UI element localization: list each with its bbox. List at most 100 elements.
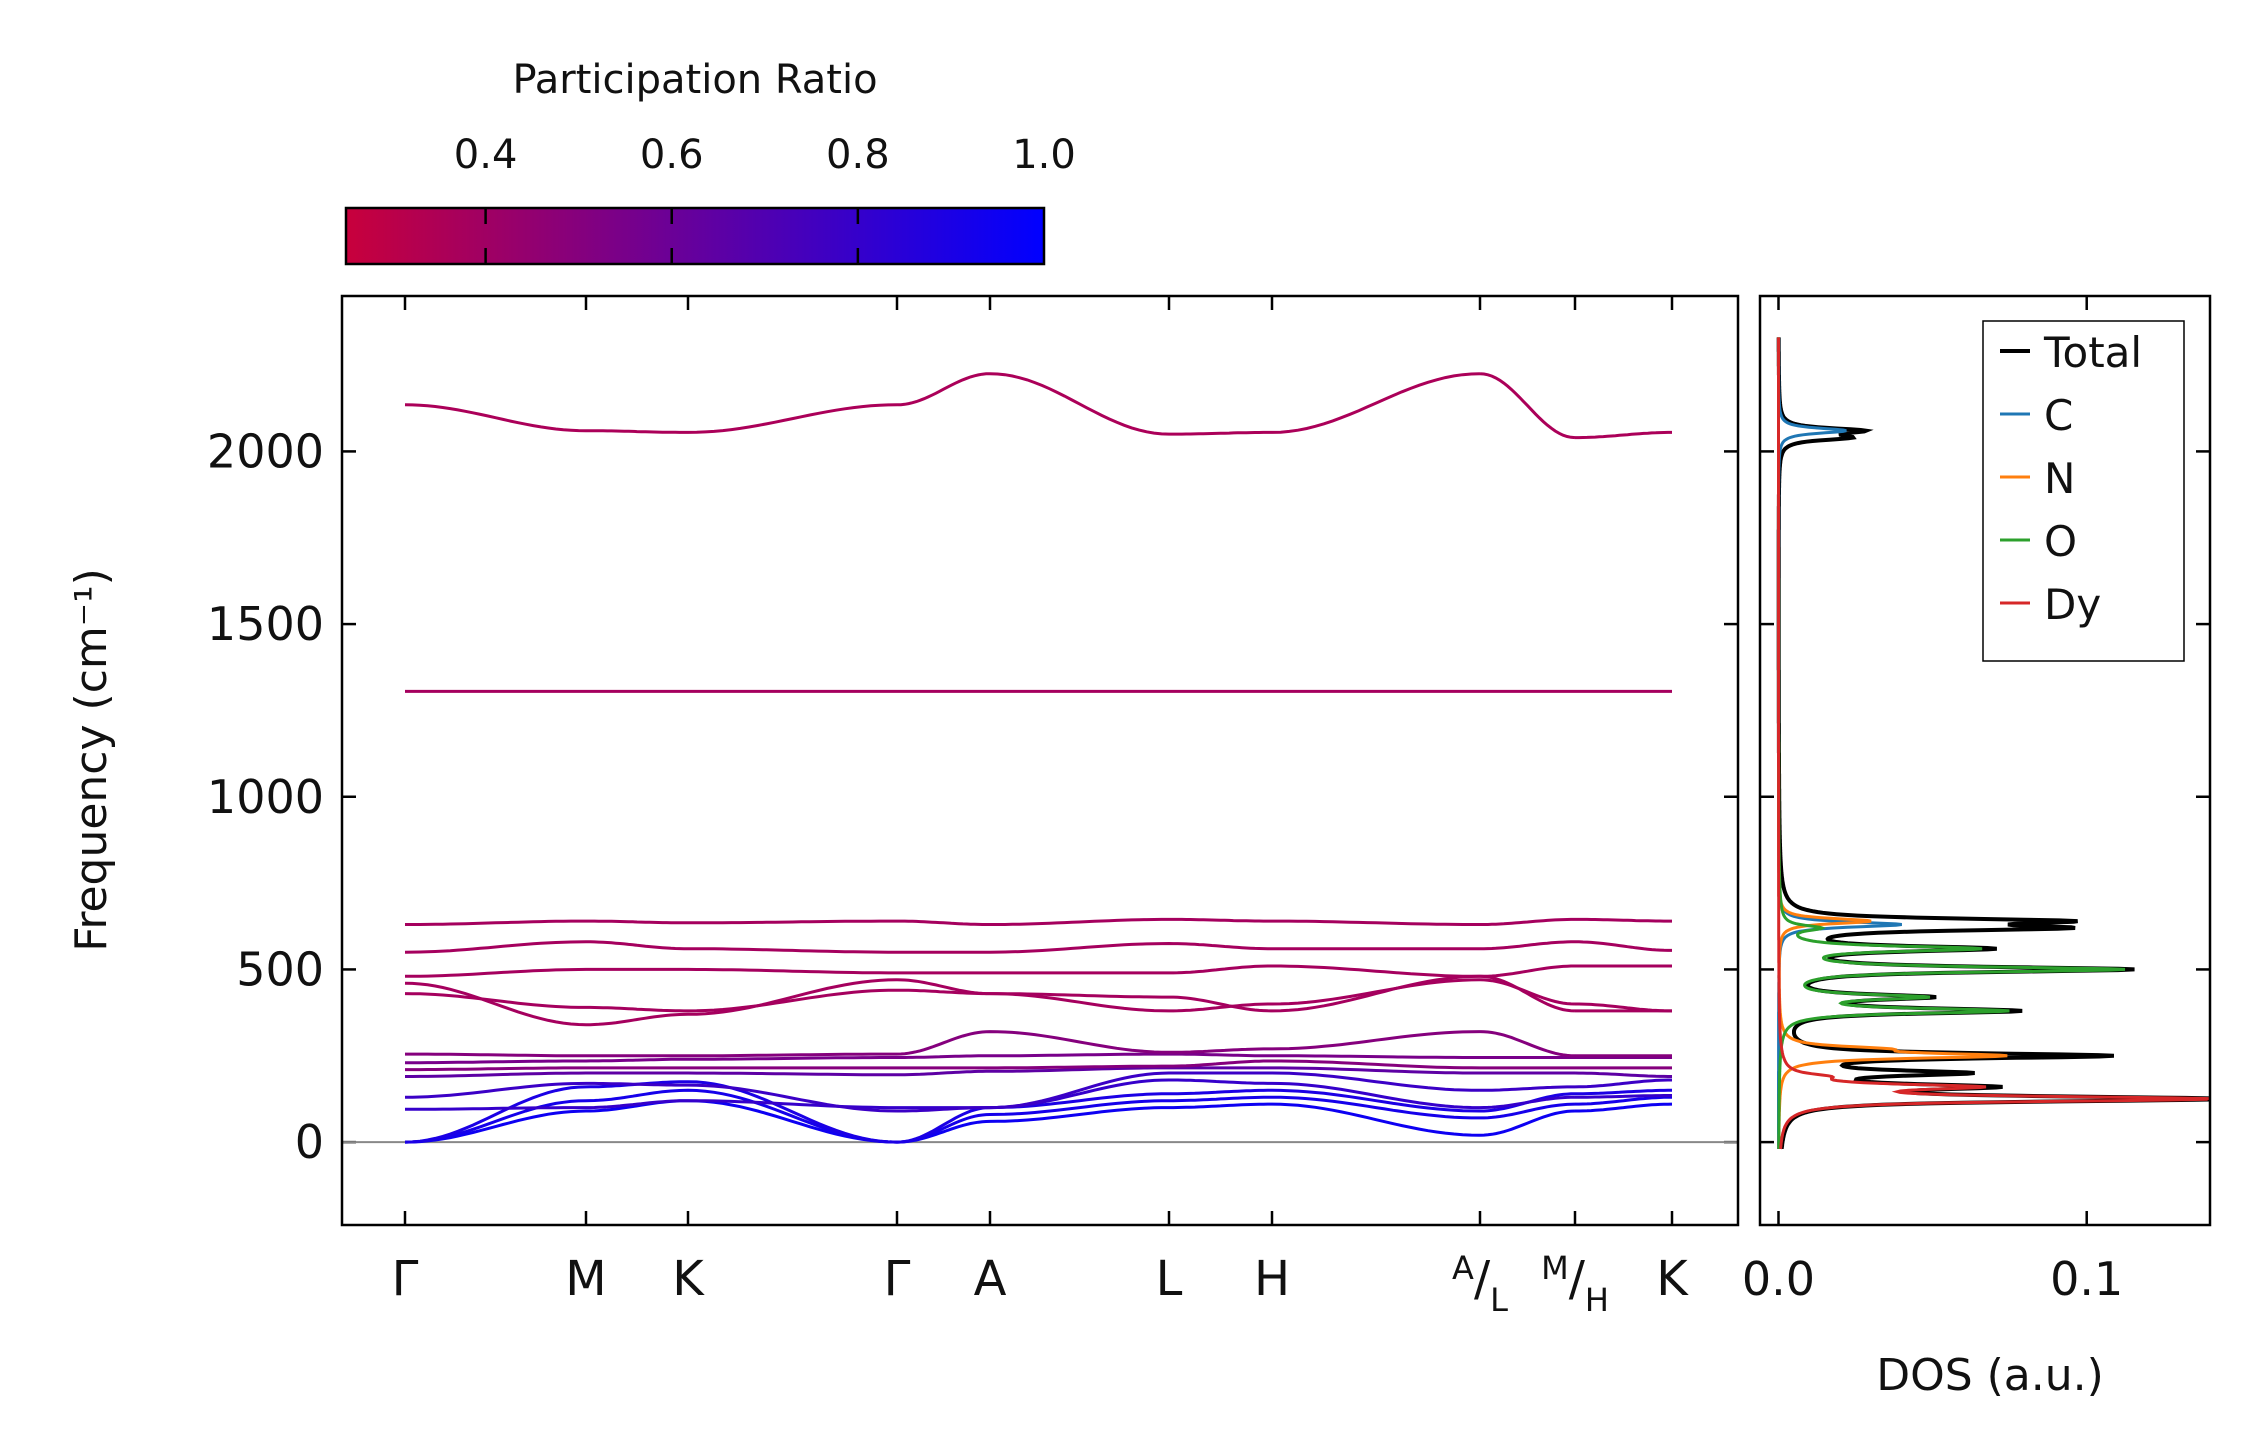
band-line-acoustic-3 <box>896 1088 1481 1144</box>
band-line-optic-8 <box>1575 1002 1672 1013</box>
band-line-optic-13 <box>896 372 1481 436</box>
band-line-optic-7 <box>404 988 897 1013</box>
band-line-optic-10 <box>1480 940 1575 951</box>
k-point-slash: / <box>1474 1251 1491 1307</box>
band-line-optic-5 <box>897 1052 1480 1059</box>
band-y-tick-label: 1000 <box>207 770 324 824</box>
legend-label-total: Total <box>2043 328 2142 377</box>
band-line-optic-7 <box>1479 974 1576 1013</box>
band-line-acoustic-1 <box>1479 1109 1576 1137</box>
k-point-label: A <box>974 1251 1007 1307</box>
colorbar-ticks: 0.4 0.6 0.8 1.0 <box>454 132 1076 264</box>
band-line-acoustic-1 <box>1575 1102 1673 1113</box>
band-line-optic-10 <box>897 941 1480 954</box>
band-line-optic-10 <box>404 940 897 954</box>
band-line-optic-1 <box>1575 1094 1672 1099</box>
legend-label-n: N <box>2044 454 2075 503</box>
dos-x-ticks: 0.0 0.1 <box>1742 296 2123 1306</box>
dos-x-axis-label: DOS (a.u.) <box>1876 1350 2104 1401</box>
band-line-optic-7 <box>897 974 1481 1013</box>
dos-panel: 0.0 0.1 DOS (a.u.) Total CNO Dy <box>1742 294 2212 1401</box>
band-line-optic-4 <box>405 1066 897 1072</box>
band-line-optic-13 <box>404 403 898 434</box>
legend-label-o: O <box>2044 517 2077 566</box>
band-line-optic-6 <box>405 1052 897 1058</box>
colorbar-tick-label: 0.6 <box>640 132 704 178</box>
k-point-label: M <box>565 1251 606 1307</box>
dos-plot-frame <box>1758 294 2212 1227</box>
band-line-optic-2 <box>1574 1078 1672 1089</box>
band-y-tick-label: 500 <box>236 942 324 996</box>
band-line-optic-6 <box>896 1030 1481 1056</box>
colorbar-tick-label: 0.8 <box>826 132 890 178</box>
band-y-ticks: 0 500 1000 1500 2000 <box>207 424 1738 1169</box>
band-line-acoustic-1 <box>896 1102 1481 1144</box>
band-line-acoustic-3 <box>1575 1088 1672 1096</box>
band-line-optic-5 <box>405 1056 897 1065</box>
band-line-optic-2 <box>405 1081 898 1113</box>
band-line-optic-8 <box>1479 978 1576 1006</box>
phonon-bands <box>404 372 1673 1144</box>
k-point-label-sub: H <box>1585 1281 1609 1319</box>
band-line-optic-11 <box>1480 917 1575 926</box>
dos-curve-n <box>1777 337 2008 1149</box>
colorbar: Participation Ratio 0.4 0.6 0.8 1.0 <box>344 57 1076 266</box>
k-point-label: H <box>1254 1251 1290 1307</box>
dos-y-ticks <box>1760 450 2210 1144</box>
k-point-label-combined: A/L <box>1452 1249 1508 1319</box>
y-axis-label: Frequency (cm⁻¹) <box>66 568 117 952</box>
band-y-tick-label: 1500 <box>207 597 324 651</box>
k-point-label: K <box>1656 1251 1689 1307</box>
colorbar-title: Participation Ratio <box>512 57 877 103</box>
dos-x-tick-label: 0.1 <box>2050 1252 2123 1306</box>
band-line-optic-11 <box>405 919 897 926</box>
band-line-acoustic-1 <box>404 1099 898 1144</box>
band-line-optic-1 <box>1479 1095 1576 1110</box>
band-line-optic-9 <box>405 967 897 978</box>
band-line-acoustic-3 <box>404 1080 898 1144</box>
band-y-tick-label: 2000 <box>207 424 324 478</box>
dos-x-tick-label: 0.0 <box>1742 1252 1815 1306</box>
colorbar-tick-label: 1.0 <box>1012 132 1076 178</box>
k-point-label: K <box>672 1251 705 1307</box>
band-x-ticks: Γ M K Γ A L H A/LM/H K <box>392 296 1689 1319</box>
band-line-optic-6 <box>1479 1030 1576 1058</box>
band-line-acoustic-2 <box>1575 1095 1672 1106</box>
band-line-optic-13 <box>1479 372 1576 440</box>
k-point-label: Γ <box>884 1251 911 1307</box>
k-point-label-sup: M <box>1541 1249 1569 1287</box>
band-line-optic-2 <box>1480 1085 1575 1092</box>
band-line-optic-9 <box>1480 964 1575 978</box>
band-line-acoustic-2 <box>404 1088 898 1144</box>
band-line-optic-3 <box>405 1071 897 1078</box>
band-line-optic-1 <box>405 1099 897 1111</box>
band-line-optic-2 <box>897 1071 1481 1113</box>
k-point-slash: / <box>1569 1251 1586 1307</box>
dos-curves <box>1776 337 2210 1150</box>
band-line-optic-13 <box>1575 430 1672 440</box>
band-line-optic-11 <box>897 917 1480 926</box>
band-line-optic-3 <box>897 1066 1480 1077</box>
k-point-label: L <box>1156 1251 1183 1307</box>
band-line-optic-10 <box>1575 940 1672 952</box>
band-line-acoustic-2 <box>1480 1102 1576 1120</box>
band-line-optic-8 <box>404 978 898 1027</box>
band-plot-frame <box>340 294 1740 1227</box>
k-point-label: Γ <box>392 1251 419 1307</box>
k-point-label-combined: M/H <box>1541 1249 1609 1319</box>
k-point-label-sup: A <box>1452 1249 1474 1287</box>
band-line-optic-4 <box>897 1059 1481 1070</box>
dos-curve-dy <box>1777 337 2210 1150</box>
band-y-tick-label: 0 <box>295 1115 324 1169</box>
colorbar-gradient <box>344 206 1046 266</box>
dos-legend: Total CNO Dy <box>1982 320 2185 662</box>
k-point-label-sub: L <box>1490 1281 1508 1319</box>
legend-label-c: C <box>2044 391 2073 440</box>
band-line-optic-11 <box>1575 917 1672 923</box>
band-line-optic-8 <box>896 978 1481 1013</box>
legend-label-dy: Dy <box>2044 580 2101 629</box>
band-line-acoustic-2 <box>896 1095 1480 1144</box>
band-line-optic-3 <box>1574 1071 1672 1078</box>
